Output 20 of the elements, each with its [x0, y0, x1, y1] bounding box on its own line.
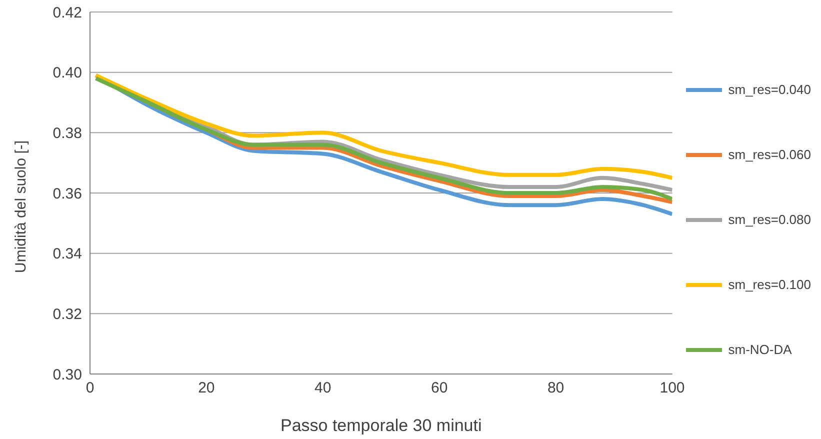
y-axis-title: Umidità del suolo [-] — [12, 140, 30, 273]
y-tick-label: 0.38 — [52, 124, 82, 142]
legend-label: sm-NO-DA — [728, 342, 792, 357]
y-tick-label: 0.42 — [52, 4, 82, 22]
y-tick-label: 0.30 — [52, 366, 82, 384]
legend-label: sm_res=0.060 — [728, 147, 811, 162]
x-tick-label: 80 — [547, 380, 564, 397]
x-tick-label: 100 — [660, 380, 685, 397]
legend-label: sm_res=0.040 — [728, 82, 811, 97]
x-tick-label: 60 — [431, 380, 448, 397]
legend-label: sm_res=0.080 — [728, 212, 811, 227]
y-tick-label: 0.36 — [52, 185, 82, 202]
x-axis-title: Passo temporale 30 minuti — [280, 416, 482, 435]
x-tick-label: 0 — [86, 380, 94, 397]
legend-label: sm_res=0.100 — [728, 277, 811, 292]
y-tick-label: 0.40 — [52, 64, 82, 82]
x-tick-label: 40 — [314, 380, 332, 397]
y-tick-label: 0.34 — [52, 246, 82, 263]
x-tick-label: 20 — [198, 380, 215, 397]
y-tick-label: 0.32 — [52, 306, 82, 323]
